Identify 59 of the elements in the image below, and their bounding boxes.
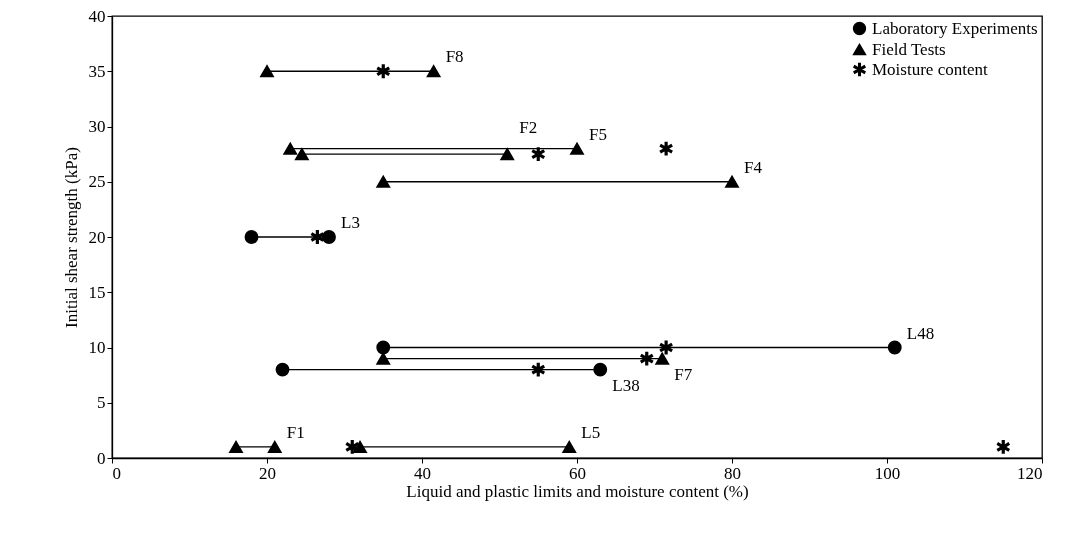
- x-tick-label: 100: [874, 463, 901, 483]
- y-tick-label: 0: [97, 448, 106, 468]
- point: [531, 147, 545, 162]
- annotation: L3: [341, 213, 360, 232]
- y-tick-label: 5: [97, 393, 106, 413]
- point: [376, 175, 391, 188]
- point: [562, 440, 577, 454]
- legend-label: Field Tests: [872, 39, 946, 59]
- point: [376, 352, 391, 365]
- y-tick-label: 40: [88, 6, 106, 26]
- point: [310, 230, 324, 244]
- point: [322, 230, 336, 244]
- x-tick-label: 40: [414, 463, 431, 483]
- point: [655, 352, 670, 365]
- y-tick-label: 10: [88, 338, 106, 357]
- annotation: L48: [906, 323, 935, 343]
- point: [725, 175, 739, 188]
- annotation: F5: [589, 124, 607, 144]
- point: [659, 141, 673, 156]
- y-tick-label: 15: [88, 282, 106, 302]
- point: [570, 142, 584, 155]
- point: [267, 440, 282, 454]
- point: [531, 362, 545, 377]
- point: [376, 340, 391, 355]
- annotation: F8: [445, 47, 464, 67]
- x-axis-title: Liquid and plastic limits and moisture content (%): [406, 481, 749, 501]
- annotation: F1: [286, 422, 305, 442]
- point: [283, 142, 298, 155]
- point: [640, 351, 654, 366]
- point: [887, 340, 902, 355]
- point: [244, 230, 259, 244]
- annotation: L38: [612, 375, 640, 395]
- annotation: L5: [581, 422, 601, 442]
- y-tick-label: 30: [88, 117, 106, 136]
- point: [260, 65, 274, 78]
- x-tick-label: 20: [259, 463, 276, 483]
- point: [229, 440, 243, 454]
- point: [593, 362, 608, 377]
- annotation: F4: [744, 157, 763, 177]
- point: [659, 340, 673, 355]
- x-tick-label: 0: [112, 463, 121, 483]
- point: [996, 440, 1010, 454]
- y-tick-label: 25: [88, 172, 106, 192]
- y-tick-label: 35: [88, 61, 106, 81]
- y-axis-title: Initial shear strength (kPa): [61, 147, 81, 328]
- point: [376, 64, 390, 79]
- point: [294, 148, 309, 161]
- legend-label: Moisture content: [872, 59, 988, 79]
- x-tick-label: 80: [724, 463, 741, 483]
- x-tick-label: 60: [569, 463, 586, 483]
- point: [500, 148, 515, 161]
- legend-label: Laboratory Experiments: [872, 18, 1038, 38]
- x-tick-label: 120: [1017, 463, 1043, 483]
- point: [426, 65, 441, 78]
- point: [275, 362, 290, 377]
- annotation: F2: [519, 118, 538, 138]
- y-tick-label: 20: [88, 227, 106, 247]
- annotation: F7: [674, 364, 693, 384]
- point: [345, 440, 359, 454]
